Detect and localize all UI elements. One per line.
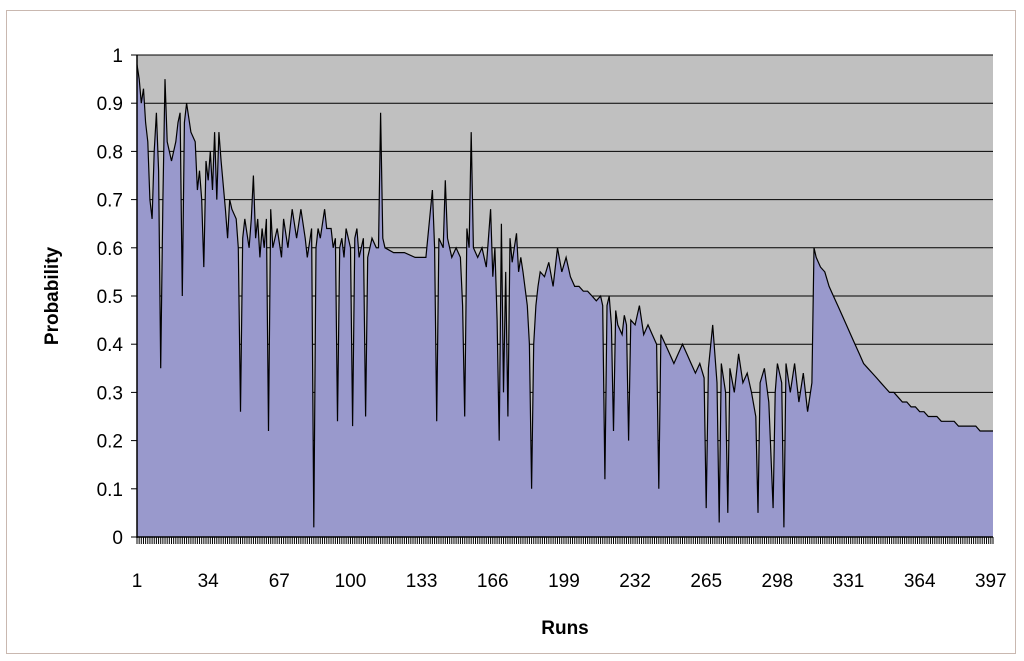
x-tick-label-2: 67 xyxy=(269,571,290,592)
x-tick-label-1: 34 xyxy=(198,571,220,592)
x-tick-label-3: 100 xyxy=(335,571,367,592)
x-tick-label-0: 1 xyxy=(132,571,143,592)
x-tick-label-10: 331 xyxy=(833,571,865,592)
y-tick-label-6: 0.6 xyxy=(97,239,123,260)
axes xyxy=(131,54,994,544)
x-tick-label-7: 232 xyxy=(619,571,651,592)
y-tick-label-1: 0.1 xyxy=(97,480,123,501)
x-axis-title: Runs xyxy=(541,618,589,639)
y-tick-label-10: 1 xyxy=(112,46,123,67)
y-tick-label-2: 0.2 xyxy=(97,432,123,453)
data-area xyxy=(137,64,993,537)
y-tick-label-0: 0 xyxy=(112,528,123,549)
y-tick-label-5: 0.5 xyxy=(97,287,123,308)
y-tick-labels: 0 0.1 0.2 0.3 0.4 0.5 0.6 0.7 0.8 0.9 1 xyxy=(97,46,124,549)
y-tick-label-9: 0.9 xyxy=(97,94,123,115)
x-tick-label-5: 166 xyxy=(477,571,509,592)
x-tick-label-11: 364 xyxy=(904,571,936,592)
y-axis-title: Probability xyxy=(42,246,63,345)
y-tick-label-4: 0.4 xyxy=(97,335,124,356)
y-tick-label-8: 0.8 xyxy=(97,142,123,163)
y-tick-label-7: 0.7 xyxy=(97,191,123,212)
x-tick-label-12: 397 xyxy=(975,571,1007,592)
x-tick-label-4: 133 xyxy=(406,571,438,592)
x-tick-labels: 1 34 67 100 133 166 199 232 265 298 331 364 397 xyxy=(132,571,1007,592)
x-tick-label-6: 199 xyxy=(548,571,580,592)
x-tick-label-8: 265 xyxy=(690,571,722,592)
x-tick-label-9: 298 xyxy=(762,571,794,592)
data-line xyxy=(136,64,993,528)
y-tick-label-3: 0.3 xyxy=(97,383,123,404)
